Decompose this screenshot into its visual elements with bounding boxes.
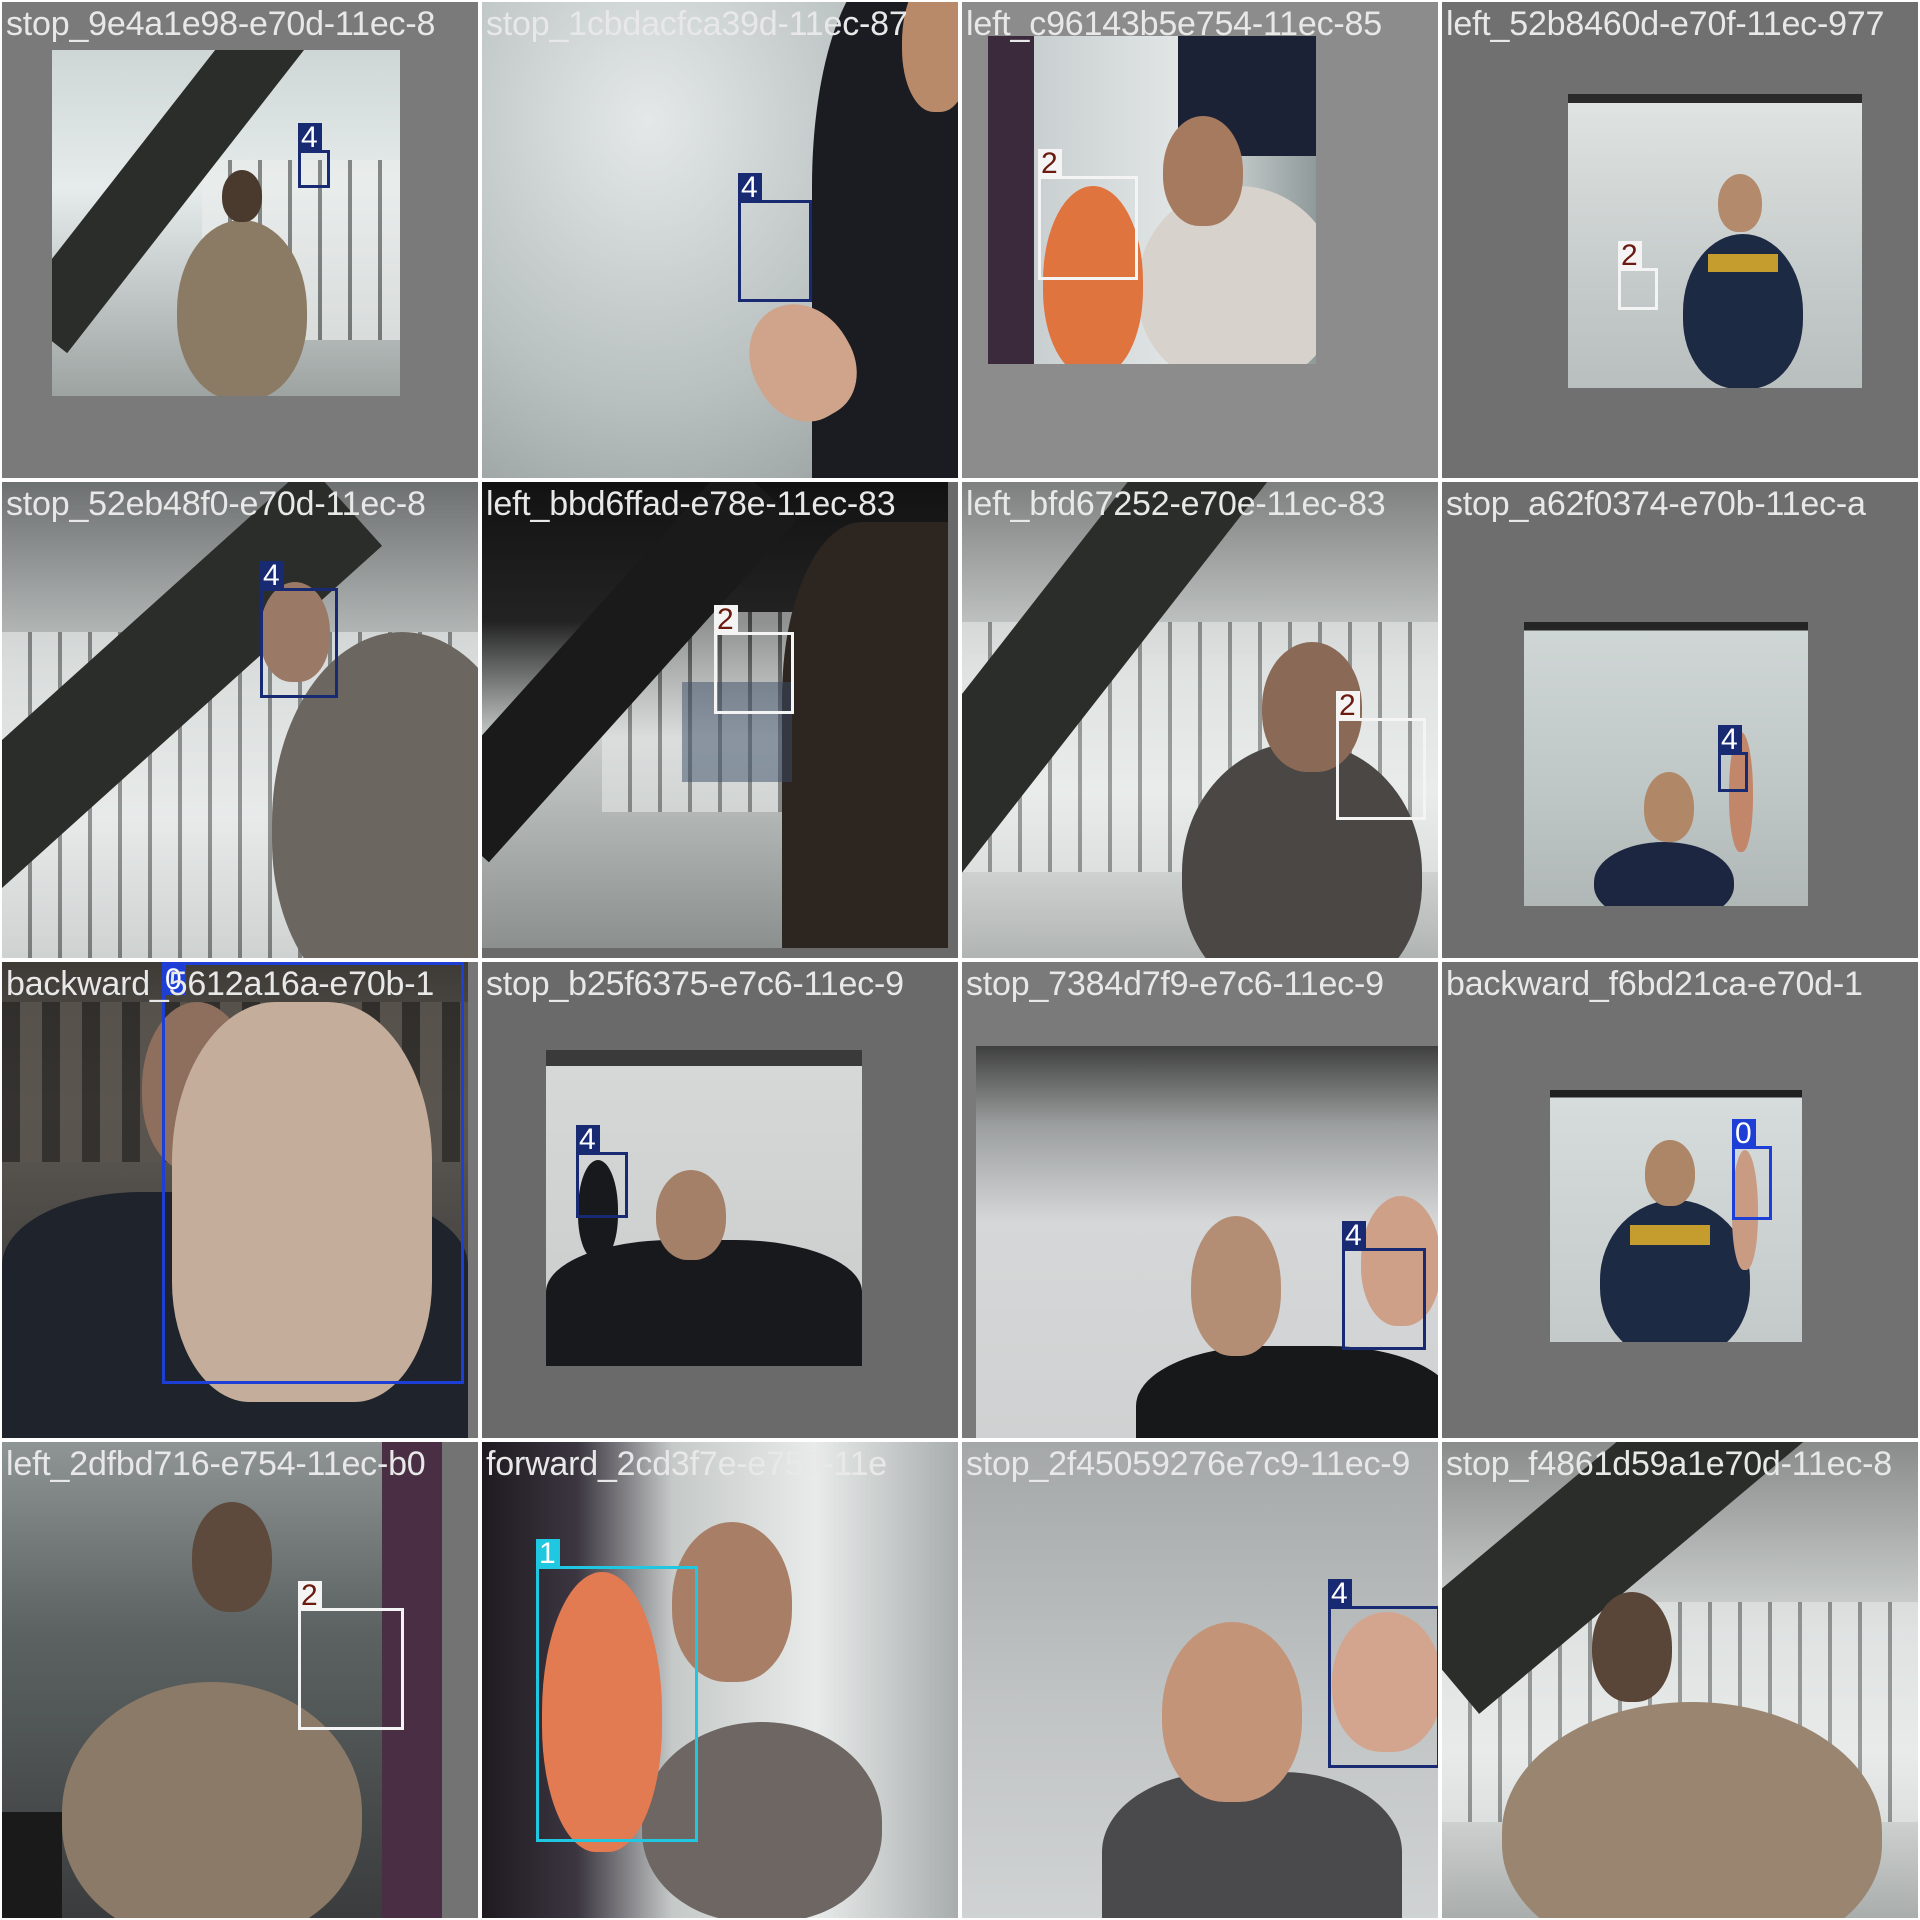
bounding-box: 0	[1732, 1119, 1772, 1220]
image-tile: backward_f6bd21ca-e70d-1 0	[1440, 960, 1920, 1440]
image-tile: stop_a62f0374-e70b-11ec-a 4	[1440, 480, 1920, 960]
class-label: 2	[1618, 241, 1642, 271]
image-filename: stop_7384d7f9-e7c6-11ec-9	[966, 965, 1384, 1003]
image-tile: stop_1cbdacfca39d-11ec-87 4	[480, 0, 960, 480]
image-filename: backward_f6bd21ca-e70d-1	[1446, 965, 1863, 1003]
image-filename: stop_b25f6375-e7c6-11ec-9	[486, 965, 904, 1003]
photo	[1550, 1090, 1802, 1342]
bounding-box: 4	[738, 173, 812, 302]
bounding-box: 4	[576, 1125, 628, 1218]
image-tile: left_c96143b5e754-11ec-85 2	[960, 0, 1440, 480]
class-label: 2	[298, 1581, 322, 1611]
image-filename: stop_f4861d59a1e70d-11ec-8	[1446, 1445, 1892, 1483]
image-tile: left_bfd67252-e70e-11ec-83 2	[960, 480, 1440, 960]
image-tile: stop_9e4a1e98-e70d-11ec-8 4	[0, 0, 480, 480]
image-filename: stop_2f45059276e7c9-11ec-9	[966, 1445, 1411, 1483]
image-filename: stop_1cbdacfca39d-11ec-87	[486, 5, 908, 43]
image-tile: stop_52eb48f0-e70d-11ec-8 4	[0, 480, 480, 960]
class-label: 4	[738, 173, 762, 203]
image-filename: stop_52eb48f0-e70d-11ec-8	[6, 485, 426, 523]
image-tile: backward_5612a16a-e70b-1 0	[0, 960, 480, 1440]
image-tile: forward_2cd3f7e-e750-11e 1	[480, 1440, 960, 1920]
bounding-box: 2	[1038, 149, 1138, 280]
image-filename: left_c96143b5e754-11ec-85	[966, 5, 1382, 43]
bounding-box: 2	[1336, 691, 1426, 820]
class-label: 4	[1342, 1221, 1366, 1251]
class-label: 4	[1718, 725, 1742, 755]
photo	[2, 1442, 442, 1918]
image-filename: stop_a62f0374-e70b-11ec-a	[1446, 485, 1866, 523]
bounding-box: 0	[162, 962, 464, 1384]
class-label: 2	[1336, 691, 1360, 721]
class-label: 4	[260, 561, 284, 591]
image-filename: stop_9e4a1e98-e70d-11ec-8	[6, 5, 436, 43]
image-tile: stop_7384d7f9-e7c6-11ec-9 4	[960, 960, 1440, 1440]
bounding-box: 2	[298, 1581, 404, 1730]
bounding-box: 4	[298, 123, 330, 188]
image-tile: left_52b8460d-e70f-11ec-977 2	[1440, 0, 1920, 480]
bounding-box: 4	[260, 561, 338, 698]
image-tile: stop_b25f6375-e7c6-11ec-9 4	[480, 960, 960, 1440]
class-label: 4	[576, 1125, 600, 1155]
photo	[2, 962, 468, 1438]
bounding-box: 4	[1328, 1579, 1438, 1768]
image-filename: left_bbd6ffad-e78e-11ec-83	[486, 485, 896, 523]
photo	[962, 1442, 1438, 1918]
class-label: 1	[536, 1539, 560, 1569]
photo	[546, 1050, 862, 1366]
photo	[988, 36, 1316, 364]
class-label: 4	[1328, 1579, 1352, 1609]
class-label: 2	[714, 605, 738, 635]
photo	[482, 482, 948, 948]
image-tile: left_2dfbd716-e754-11ec-b0 2	[0, 1440, 480, 1920]
image-tile: stop_2f45059276e7c9-11ec-9 4	[960, 1440, 1440, 1920]
image-tile: left_bbd6ffad-e78e-11ec-83 2	[480, 480, 960, 960]
class-label: 4	[298, 123, 322, 153]
photo	[1524, 622, 1808, 906]
photo	[1442, 1442, 1918, 1918]
photo	[976, 1046, 1438, 1438]
bounding-box: 1	[536, 1539, 698, 1842]
image-tile: stop_f4861d59a1e70d-11ec-8	[1440, 1440, 1920, 1920]
class-label: 2	[1038, 149, 1062, 179]
photo	[482, 2, 958, 478]
image-filename: backward_5612a16a-e70b-1	[6, 965, 435, 1003]
photo	[1568, 94, 1862, 388]
bounding-box: 2	[714, 605, 794, 714]
image-filename: left_2dfbd716-e754-11ec-b0	[6, 1445, 426, 1483]
class-label: 0	[1732, 1119, 1756, 1149]
image-filename: left_bfd67252-e70e-11ec-83	[966, 485, 1386, 523]
bounding-box: 2	[1618, 241, 1658, 310]
bounding-box: 4	[1718, 725, 1748, 792]
image-filename: forward_2cd3f7e-e750-11e	[486, 1445, 887, 1483]
bounding-box: 4	[1342, 1221, 1426, 1350]
photo	[482, 1442, 958, 1918]
photo	[52, 50, 400, 396]
image-filename: left_52b8460d-e70f-11ec-977	[1446, 5, 1885, 43]
class-label: 0	[162, 965, 186, 995]
photo	[2, 482, 478, 958]
